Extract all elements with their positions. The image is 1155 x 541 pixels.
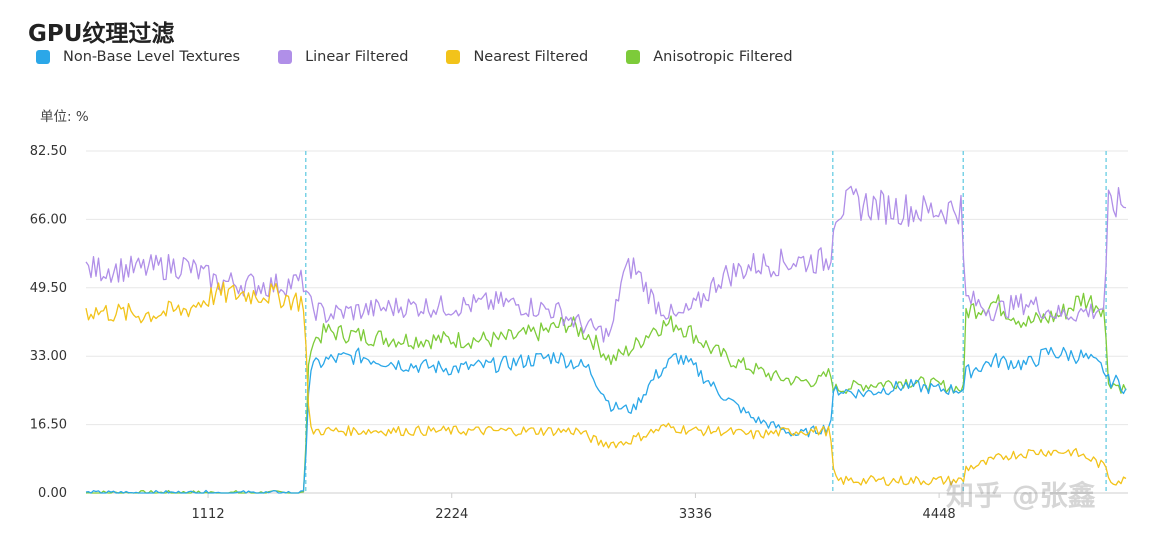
x-tick-label: 3336 <box>679 507 712 522</box>
series-line <box>85 281 1127 487</box>
legend-item[interactable]: Nearest Filtered <box>446 49 588 65</box>
x-tick-label: 2224 <box>435 507 468 522</box>
legend-swatch <box>36 50 50 64</box>
legend-swatch <box>278 50 293 64</box>
series-line <box>85 185 1127 343</box>
y-tick-label: 82.50 <box>30 144 67 159</box>
y-tick-label: 49.50 <box>30 281 67 296</box>
y-tick-label: 0.00 <box>38 486 67 501</box>
legend-label: Nearest Filtered <box>473 49 589 65</box>
y-tick-label: 33.00 <box>30 349 67 364</box>
legend-label: Linear Filtered <box>305 49 409 65</box>
legend-swatch <box>626 50 641 64</box>
x-tick-label: 4448 <box>923 507 956 522</box>
legend-label: Non-Base Level Textures <box>63 49 241 65</box>
legend-swatch <box>446 50 461 64</box>
y-tick-label: 16.50 <box>30 418 67 433</box>
page-title: GPU纹理过滤 <box>28 21 175 47</box>
unit-label: 单位: % <box>40 109 89 125</box>
legend-label: Anisotropic Filtered <box>653 49 793 65</box>
legend-item[interactable]: Anisotropic Filtered <box>626 49 793 65</box>
x-tick-label: 1112 <box>192 507 225 522</box>
series-line <box>85 292 1127 494</box>
watermark: 知乎 @张鑫 <box>946 479 1096 512</box>
legend-item[interactable]: Non-Base Level Textures <box>36 49 240 65</box>
legend: Non-Base Level Textures Linear Filtered … <box>36 49 793 65</box>
series-line <box>85 346 1127 494</box>
legend-item[interactable]: Linear Filtered <box>278 49 408 65</box>
y-tick-label: 66.00 <box>30 212 67 227</box>
